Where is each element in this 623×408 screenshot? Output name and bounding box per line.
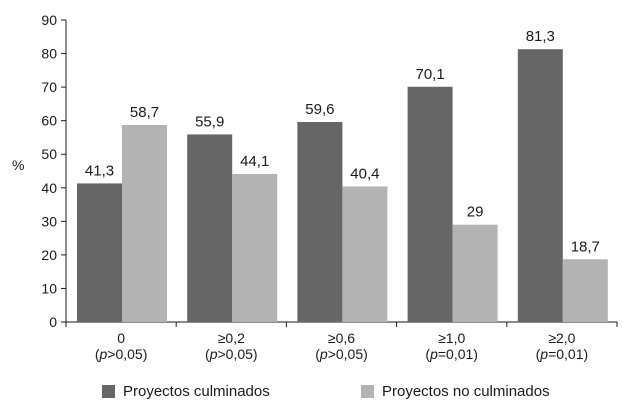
data-label: 44,1 bbox=[240, 153, 269, 170]
y-tick-label: 60 bbox=[41, 113, 57, 129]
bar-culminados bbox=[77, 183, 122, 322]
legend-item-no-culminados: Proyectos no culminados bbox=[361, 383, 550, 400]
data-label: 55,9 bbox=[195, 113, 224, 130]
bar-culminados bbox=[297, 122, 343, 323]
category-label: ≥2,0 bbox=[548, 330, 575, 346]
data-label: 81,3 bbox=[526, 28, 555, 45]
legend: Proyectos culminados Proyectos no culmin… bbox=[0, 383, 623, 405]
category-label: ≥0,2 bbox=[218, 330, 245, 346]
bar-no-culminados bbox=[232, 174, 278, 322]
y-tick-label: 70 bbox=[41, 79, 57, 95]
data-label: 40,4 bbox=[350, 165, 379, 182]
bar-no-culminados bbox=[452, 224, 498, 322]
legend-swatch-culminados bbox=[102, 385, 115, 398]
data-label: 59,6 bbox=[305, 101, 334, 118]
y-tick-label: 30 bbox=[41, 213, 57, 229]
bar-chart: % 0 10 20 30 40 50 60 70 80 90 41,3 58,7 55,9 44,1 59… bbox=[12, 12, 618, 362]
bar-culminados bbox=[517, 49, 563, 323]
category-sublabel: (p>0,05) bbox=[95, 346, 148, 362]
category-sublabel: (p=0,01) bbox=[425, 346, 478, 362]
x-axis bbox=[65, 321, 618, 327]
data-label: 70,1 bbox=[415, 66, 444, 83]
y-tick-label: 90 bbox=[41, 12, 57, 28]
category-sublabel: (p>0,05) bbox=[205, 346, 258, 362]
category-label: ≥1,0 bbox=[438, 330, 465, 346]
bar-no-culminados bbox=[342, 186, 388, 322]
y-axis-label: % bbox=[12, 157, 24, 173]
legend-label-culminados: Proyectos culminados bbox=[123, 383, 270, 400]
data-label: 18,7 bbox=[571, 238, 600, 255]
data-label: 29 bbox=[467, 204, 484, 221]
bar-no-culminados bbox=[122, 125, 167, 322]
legend-item-culminados: Proyectos culminados bbox=[102, 383, 270, 400]
category-sublabel: (p=0,01) bbox=[536, 346, 589, 362]
data-label: 41,3 bbox=[85, 162, 114, 179]
bars bbox=[77, 49, 608, 323]
bar-culminados bbox=[187, 134, 233, 322]
y-tick-label: 80 bbox=[41, 46, 57, 62]
legend-label-no-culminados: Proyectos no culminados bbox=[382, 383, 550, 400]
category-label: ≥0,6 bbox=[328, 330, 355, 346]
y-tick-label: 0 bbox=[49, 314, 57, 330]
data-labels: 41,3 58,7 55,9 44,1 59,6 40,4 70,1 29 81,3 18,7 bbox=[85, 28, 600, 255]
category-label: 0 bbox=[117, 330, 125, 346]
category-sublabel: (p>0,05) bbox=[315, 346, 368, 362]
bar-culminados bbox=[407, 86, 453, 322]
category-labels: 0(p>0,05)≥0,2(p>0,05)≥0,6(p>0,05)≥1,0(p=… bbox=[95, 330, 588, 362]
y-tick-label: 40 bbox=[41, 180, 57, 196]
legend-swatch-no-culminados bbox=[361, 385, 374, 398]
y-tick-label: 20 bbox=[41, 247, 57, 263]
data-label: 58,7 bbox=[130, 104, 159, 121]
y-axis: 0 10 20 30 40 50 60 70 80 90 bbox=[41, 12, 67, 330]
y-tick-label: 50 bbox=[41, 146, 57, 162]
bar-no-culminados bbox=[562, 259, 608, 322]
y-tick-label: 10 bbox=[41, 280, 57, 296]
